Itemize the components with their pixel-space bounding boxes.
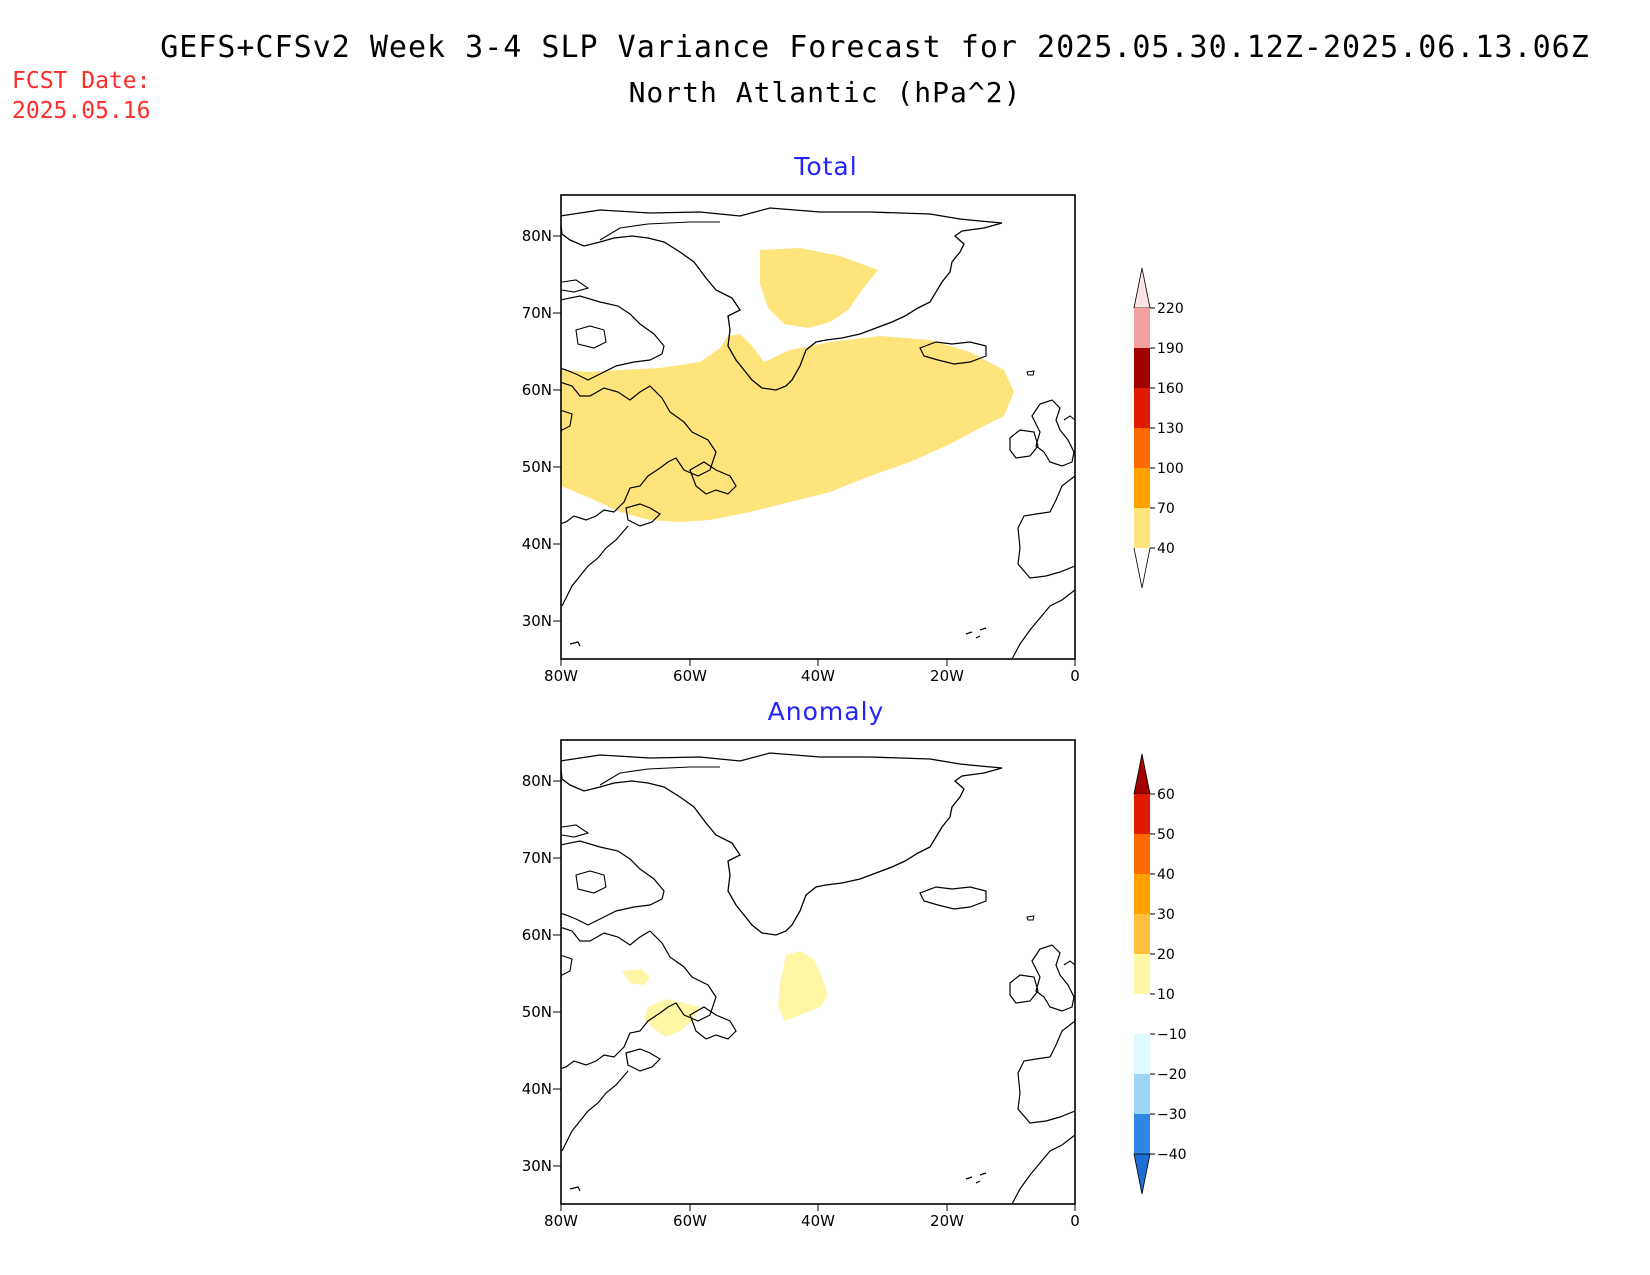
anomaly-colorbar: 60 50 40 30 20 10 −10 −20 −30 −40 — [1133, 753, 1187, 1195]
forecast-date-value: 2025.05.16 — [12, 98, 151, 124]
anomaly-colorbar-label-30: 30 — [1157, 907, 1175, 923]
total-lat-tick-50n: 50N — [522, 458, 552, 476]
anomaly-colorbar-label-neg30: −30 — [1157, 1107, 1187, 1123]
total-lat-tick-40n: 40N — [522, 535, 552, 553]
anomaly-lat-tick-30n: 30N — [522, 1157, 552, 1175]
total-colorbar-swatch-160-190 — [1134, 348, 1150, 388]
total-lon-tick-20w: 20W — [930, 667, 964, 685]
anomaly-colorbar-swatch-neg40-neg30 — [1134, 1114, 1150, 1154]
anomaly-colorbar-bottom-arrow — [1133, 1153, 1151, 1195]
total-lat-tick-30n: 30N — [522, 612, 552, 630]
total-colorbar-label-70: 70 — [1157, 501, 1175, 517]
anomaly-lon-tick-40w: 40W — [801, 1212, 835, 1230]
total-colorbar-swatch-40-70 — [1134, 508, 1150, 548]
total-shade-atlantic — [561, 334, 1014, 522]
anomaly-panel-title: Anomaly — [767, 697, 885, 726]
total-lon-ticks: 80W 60W 40W 20W 0 — [544, 659, 1080, 685]
anomaly-colorbar-label-50: 50 — [1157, 827, 1175, 843]
anomaly-colorbar-swatch-50-60 — [1134, 794, 1150, 834]
anomaly-lon-tick-80w: 80W — [544, 1212, 578, 1230]
anomaly-colorbar-top-arrow — [1133, 753, 1151, 795]
anomaly-colorbar-label-60: 60 — [1157, 787, 1175, 803]
total-colorbar-top-arrow — [1133, 267, 1151, 309]
anomaly-lat-tick-50n: 50N — [522, 1003, 552, 1021]
chart-title: GEFS+CFSv2 Week 3-4 SLP Variance Forecas… — [160, 30, 1590, 65]
anomaly-shade-central-atlantic — [778, 951, 828, 1021]
total-colorbar-swatch-130-160 — [1134, 388, 1150, 428]
anomaly-colorbar-swatch-10-20 — [1134, 954, 1150, 994]
anomaly-lon-ticks: 80W 60W 40W 20W 0 — [544, 1204, 1080, 1230]
total-lat-tick-60n: 60N — [522, 381, 552, 399]
forecast-date-label: FCST Date: — [12, 68, 151, 94]
total-lat-tick-70n: 70N — [522, 304, 552, 322]
anomaly-lon-tick-0: 0 — [1070, 1212, 1080, 1230]
total-lon-tick-0: 0 — [1070, 667, 1080, 685]
total-lat-ticks: 80N 70N 60N 50N 40N 30N — [522, 227, 561, 630]
total-map: 80N 70N 60N 50N 40N 30N 80W 60W 40W 20W … — [522, 194, 1080, 685]
anomaly-lat-tick-40n: 40N — [522, 1080, 552, 1098]
total-lon-tick-60w: 60W — [673, 667, 707, 685]
total-colorbar-label-40: 40 — [1157, 541, 1175, 557]
total-colorbar-label-220: 220 — [1157, 301, 1184, 317]
total-lon-tick-40w: 40W — [801, 667, 835, 685]
anomaly-shade-gulf-st-lawrence — [644, 999, 700, 1037]
anomaly-colorbar-swatch-neg10-10 — [1134, 994, 1150, 1034]
total-colorbar-label-100: 100 — [1157, 461, 1184, 477]
anomaly-colorbar-label-10: 10 — [1157, 987, 1175, 1003]
total-colorbar-swatch-190-220 — [1134, 308, 1150, 348]
anomaly-shade-labrador — [622, 969, 650, 985]
anomaly-colorbar-label-neg20: −20 — [1157, 1067, 1187, 1083]
anomaly-colorbar-label-neg10: −10 — [1157, 1027, 1187, 1043]
chart-subtitle: North Atlantic (hPa^2) — [628, 76, 1022, 109]
anomaly-map: 80N 70N 60N 50N 40N 30N 80W 60W 40W 20W … — [522, 739, 1080, 1230]
anomaly-colorbar-label-40: 40 — [1157, 867, 1175, 883]
total-lon-tick-80w: 80W — [544, 667, 578, 685]
anomaly-lat-tick-60n: 60N — [522, 926, 552, 944]
anomaly-colorbar-label-neg40: −40 — [1157, 1147, 1187, 1163]
total-colorbar-swatch-70-100 — [1134, 468, 1150, 508]
total-colorbar-label-160: 160 — [1157, 381, 1184, 397]
total-colorbar-label-190: 190 — [1157, 341, 1184, 357]
anomaly-lat-tick-80n: 80N — [522, 772, 552, 790]
total-colorbar: 220 190 160 130 100 70 40 — [1133, 267, 1184, 589]
anomaly-colorbar-label-20: 20 — [1157, 947, 1175, 963]
total-shade-greenland — [760, 248, 878, 328]
total-colorbar-bottom-arrow — [1133, 547, 1151, 589]
total-colorbar-swatch-100-130 — [1134, 428, 1150, 468]
total-colorbar-label-130: 130 — [1157, 421, 1184, 437]
anomaly-lon-tick-60w: 60W — [673, 1212, 707, 1230]
anomaly-colorbar-swatch-20-30 — [1134, 914, 1150, 954]
anomaly-lat-ticks: 80N 70N 60N 50N 40N 30N — [522, 772, 561, 1175]
anomaly-colorbar-swatch-40-50 — [1134, 834, 1150, 874]
total-panel-title: Total — [794, 152, 858, 181]
anomaly-colorbar-swatch-neg30-neg20 — [1134, 1074, 1150, 1114]
anomaly-lat-tick-70n: 70N — [522, 849, 552, 867]
anomaly-colorbar-swatch-neg20-neg10 — [1134, 1034, 1150, 1074]
anomaly-colorbar-swatch-30-40 — [1134, 874, 1150, 914]
total-lat-tick-80n: 80N — [522, 227, 552, 245]
anomaly-lon-tick-20w: 20W — [930, 1212, 964, 1230]
